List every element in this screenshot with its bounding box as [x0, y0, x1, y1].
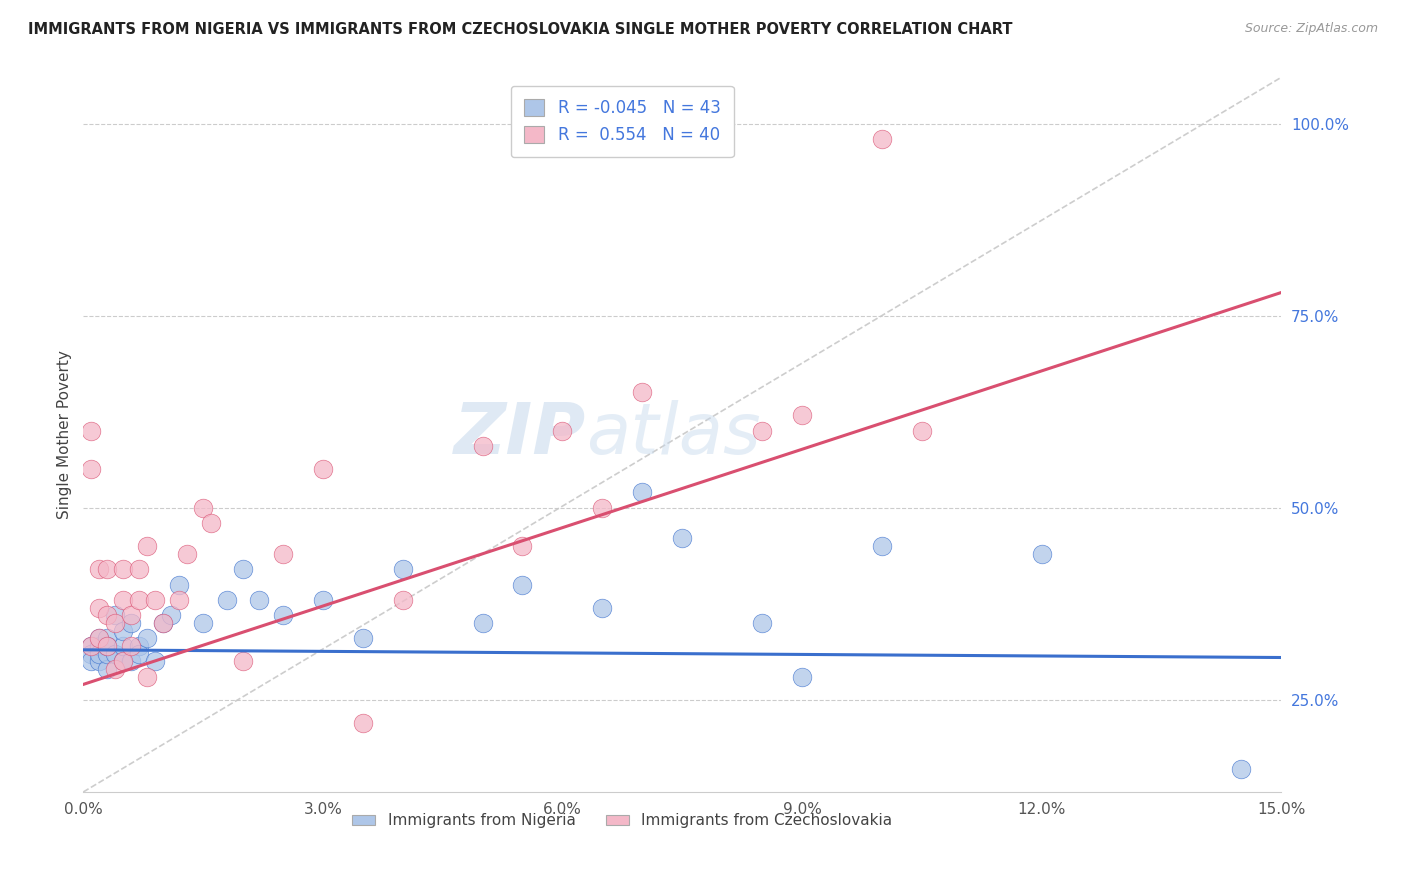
Point — [89, 632, 111, 646]
Point — [790, 409, 813, 423]
Point — [89, 600, 111, 615]
Point — [631, 385, 654, 400]
Point — [120, 608, 142, 623]
Point — [870, 132, 893, 146]
Point — [143, 593, 166, 607]
Point — [96, 639, 118, 653]
Point — [471, 615, 494, 630]
Point — [80, 647, 103, 661]
Text: atlas: atlas — [586, 401, 761, 469]
Point — [128, 562, 150, 576]
Point — [128, 639, 150, 653]
Point — [120, 654, 142, 668]
Point — [167, 577, 190, 591]
Y-axis label: Single Mother Poverty: Single Mother Poverty — [58, 351, 72, 519]
Point — [391, 562, 413, 576]
Point — [215, 593, 238, 607]
Point — [352, 632, 374, 646]
Point — [80, 462, 103, 476]
Point — [167, 593, 190, 607]
Point — [247, 593, 270, 607]
Point — [96, 562, 118, 576]
Point — [104, 662, 127, 676]
Point — [271, 547, 294, 561]
Legend: Immigrants from Nigeria, Immigrants from Czechoslovakia: Immigrants from Nigeria, Immigrants from… — [346, 807, 898, 834]
Point — [200, 516, 222, 530]
Point — [271, 608, 294, 623]
Point — [591, 500, 613, 515]
Point — [89, 647, 111, 661]
Point — [96, 662, 118, 676]
Point — [751, 424, 773, 438]
Point — [89, 654, 111, 668]
Point — [104, 608, 127, 623]
Point — [631, 485, 654, 500]
Point — [1230, 762, 1253, 776]
Point — [671, 532, 693, 546]
Point — [512, 539, 534, 553]
Point — [911, 424, 934, 438]
Text: ZIP: ZIP — [454, 401, 586, 469]
Text: IMMIGRANTS FROM NIGERIA VS IMMIGRANTS FROM CZECHOSLOVAKIA SINGLE MOTHER POVERTY : IMMIGRANTS FROM NIGERIA VS IMMIGRANTS FR… — [28, 22, 1012, 37]
Point — [96, 608, 118, 623]
Point — [112, 562, 135, 576]
Point — [104, 647, 127, 661]
Point — [89, 639, 111, 653]
Point — [312, 593, 335, 607]
Point — [128, 647, 150, 661]
Point — [232, 562, 254, 576]
Point — [152, 615, 174, 630]
Point — [89, 632, 111, 646]
Point — [104, 615, 127, 630]
Point — [80, 424, 103, 438]
Point — [870, 539, 893, 553]
Point — [112, 654, 135, 668]
Point — [152, 615, 174, 630]
Point — [112, 654, 135, 668]
Point — [136, 670, 159, 684]
Point — [1031, 547, 1053, 561]
Point — [191, 500, 214, 515]
Point — [143, 654, 166, 668]
Point — [128, 593, 150, 607]
Point — [120, 615, 142, 630]
Point — [312, 462, 335, 476]
Point — [160, 608, 183, 623]
Point — [96, 632, 118, 646]
Point — [471, 439, 494, 453]
Point — [120, 639, 142, 653]
Point — [112, 593, 135, 607]
Point — [790, 670, 813, 684]
Point — [80, 639, 103, 653]
Point — [591, 600, 613, 615]
Point — [352, 715, 374, 730]
Point — [112, 639, 135, 653]
Text: Source: ZipAtlas.com: Source: ZipAtlas.com — [1244, 22, 1378, 36]
Point — [232, 654, 254, 668]
Point — [136, 632, 159, 646]
Point — [551, 424, 574, 438]
Point — [512, 577, 534, 591]
Point — [191, 615, 214, 630]
Point — [391, 593, 413, 607]
Point — [96, 647, 118, 661]
Point — [751, 615, 773, 630]
Point — [80, 654, 103, 668]
Point — [176, 547, 198, 561]
Point — [112, 624, 135, 638]
Point — [96, 639, 118, 653]
Point — [80, 639, 103, 653]
Point — [89, 562, 111, 576]
Point — [136, 539, 159, 553]
